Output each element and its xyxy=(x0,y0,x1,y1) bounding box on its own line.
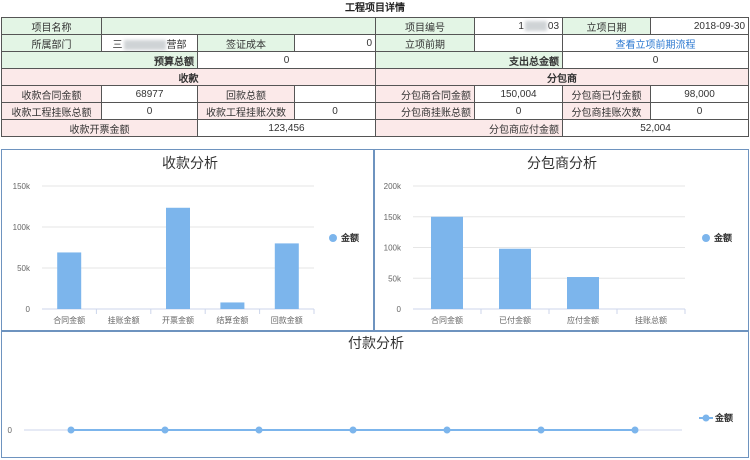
bar xyxy=(499,248,531,309)
y-tick-label: 50k xyxy=(17,264,31,273)
budget-label: 预算总额 xyxy=(1,51,198,69)
sub-paid-value: 98,000 xyxy=(650,85,750,103)
chart-title: 分包商分析 xyxy=(527,155,597,171)
budget-value: 0 xyxy=(196,51,377,69)
payback-value xyxy=(293,85,377,103)
setup-date-label: 立项日期 xyxy=(562,17,652,35)
setup-date-value: 2018-09-30 xyxy=(650,17,750,35)
sub-contract-label: 分包商合同金额 xyxy=(375,85,476,103)
legend-marker xyxy=(329,234,337,242)
x-tick-label: 结算金额 xyxy=(216,315,248,325)
sub-hang-value: 0 xyxy=(474,102,564,120)
pre-setup-value xyxy=(474,34,564,52)
legend-marker xyxy=(702,234,710,242)
dept-value: 三营部 xyxy=(101,34,198,52)
y-tick-label: 200k xyxy=(384,182,402,191)
data-point xyxy=(537,426,545,434)
legend-label: 金额 xyxy=(713,232,732,243)
sub-contract-value: 150,004 xyxy=(474,85,564,103)
visa-cost-value: 0 xyxy=(293,34,377,52)
rc-hang-label: 收款工程挂账总额 xyxy=(1,102,102,120)
sub-payable-label: 分包商应付金额 xyxy=(375,119,564,137)
x-tick-label: 合同金额 xyxy=(53,315,85,325)
payment-chart-panel: 付款分析 0 金额 xyxy=(1,331,749,458)
bar xyxy=(431,216,463,309)
view-pre-setup-link[interactable]: 查看立项前期流程 xyxy=(615,39,696,51)
data-point xyxy=(255,426,263,434)
legend-marker xyxy=(702,414,710,422)
page-title: 工程项目详情 xyxy=(345,3,405,14)
rc-hang-count-label: 收款工程挂账次数 xyxy=(197,102,295,120)
legend-label: 金额 xyxy=(714,412,733,423)
x-tick-label: 合同金额 xyxy=(431,315,463,325)
data-point xyxy=(443,426,451,434)
payback-label: 回款总额 xyxy=(197,85,295,103)
data-point xyxy=(161,426,169,434)
rc-hang-value: 0 xyxy=(101,102,198,120)
x-tick-label: 开票金额 xyxy=(162,315,194,325)
data-point xyxy=(631,426,639,434)
project-name-label: 项目名称 xyxy=(1,17,102,35)
legend-label: 金额 xyxy=(340,232,359,243)
project-no-label: 项目编号 xyxy=(375,17,476,35)
project-no-value: 1 03 xyxy=(474,17,564,35)
receipt-analysis-chart: 收款分析 0 50k 100k 150k 合同金额 挂账金额 开票金额 结算金额 回款金额 金额 xyxy=(13,155,359,325)
sub-hang-label: 分包商挂账总额 xyxy=(375,102,476,120)
y-tick-label: 150k xyxy=(13,182,31,191)
sub-hang-count-value: 0 xyxy=(650,102,750,120)
bar xyxy=(274,243,299,309)
subcontractor-analysis-chart: 分包商分析 0 50k 100k 150k 200k 合同金额 已付金额 应付金额 挂账总额 金额 xyxy=(384,155,732,325)
chart-title: 收款分析 xyxy=(162,155,218,171)
rc-invoice-value: 123,456 xyxy=(196,119,377,137)
x-tick-label: 挂账总额 xyxy=(635,315,667,325)
rc-contract-label: 收款合同金额 xyxy=(1,85,102,103)
x-tick-label: 回款金额 xyxy=(271,315,303,325)
y-tick-label: 100k xyxy=(13,223,31,232)
x-tick-label: 已付金额 xyxy=(499,315,531,325)
bar xyxy=(567,277,599,309)
y-tick-label: 100k xyxy=(384,244,402,253)
pre-setup-link-cell: 查看立项前期流程 xyxy=(562,34,750,52)
subcontractor-header: 分包商 xyxy=(375,68,750,86)
receipt-chart-panel: 收款分析 0 50k 100k 150k 合同金额 挂账金额 开票金额 结算金额 回款金额 金额 xyxy=(1,149,374,331)
bar xyxy=(166,207,190,309)
bar xyxy=(220,302,245,309)
expense-label: 支出总金额 xyxy=(375,51,564,69)
x-tick-label: 应付金额 xyxy=(567,315,599,325)
y-tick-label: 0 xyxy=(397,305,402,314)
pre-setup-label: 立项前期 xyxy=(375,34,476,52)
expense-value: 0 xyxy=(562,51,750,69)
sub-hang-count-label: 分包商挂账次数 xyxy=(562,102,652,120)
y-tick-label: 150k xyxy=(384,213,402,222)
y-tick-label: 50k xyxy=(388,274,402,283)
data-point xyxy=(349,426,357,434)
sub-paid-label: 分包商已付金额 xyxy=(562,85,652,103)
data-point xyxy=(67,426,75,434)
y-tick-label: 0 xyxy=(26,305,31,314)
project-name-value xyxy=(100,17,377,35)
bar xyxy=(57,252,82,309)
subcontractor-chart-panel: 分包商分析 0 50k 100k 150k 200k 合同金额 已付金额 应付金额 挂账总额 金额 xyxy=(374,149,749,331)
x-tick-label: 挂账金额 xyxy=(108,315,140,325)
payment-analysis-chart: 付款分析 0 金额 xyxy=(8,335,733,435)
project-info-table: 项目名称 项目编号 1 03 立项日期 2018-09-30 所属部门 三营部 签… xyxy=(0,17,750,137)
rc-invoice-label: 收款开票金额 xyxy=(1,119,198,137)
dept-label: 所属部门 xyxy=(1,34,102,52)
chart-title: 付款分析 xyxy=(348,335,404,351)
rc-hang-count-value: 0 xyxy=(293,102,377,120)
y-tick-label: 0 xyxy=(8,426,13,435)
rc-contract-value: 68977 xyxy=(101,85,198,103)
receipt-header: 收款 xyxy=(0,68,377,86)
visa-cost-label: 签证成本 xyxy=(197,34,295,52)
sub-payable-value: 52,004 xyxy=(562,119,750,137)
